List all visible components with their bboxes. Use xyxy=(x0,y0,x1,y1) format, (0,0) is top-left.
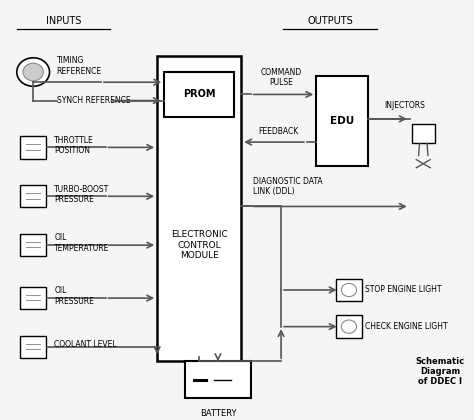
Text: FEEDBACK: FEEDBACK xyxy=(259,127,299,136)
Text: COMMAND
PULSE: COMMAND PULSE xyxy=(261,68,302,87)
Bar xyxy=(164,72,234,117)
Circle shape xyxy=(341,284,356,297)
Bar xyxy=(412,124,435,143)
Text: EDU: EDU xyxy=(330,116,354,126)
Text: COOLANT LEVEL: COOLANT LEVEL xyxy=(54,341,117,349)
Text: Schematic
Diagram
of DDEC I: Schematic Diagram of DDEC I xyxy=(416,357,465,386)
Circle shape xyxy=(23,63,43,81)
Bar xyxy=(316,76,368,166)
Text: TURBO-BOOST
PRESSURE: TURBO-BOOST PRESSURE xyxy=(54,184,109,204)
Text: INJECTORS: INJECTORS xyxy=(384,101,426,110)
Bar xyxy=(20,234,46,256)
Text: STOP ENGINE LIGHT: STOP ENGINE LIGHT xyxy=(365,286,442,294)
Text: TIMING
REFERENCE: TIMING REFERENCE xyxy=(56,56,102,76)
Bar xyxy=(20,336,46,358)
Bar xyxy=(157,56,241,361)
Text: OIL
PRESSURE: OIL PRESSURE xyxy=(54,286,94,306)
Bar xyxy=(20,136,46,159)
Text: DIAGNOSTIC DATA
LINK (DDL): DIAGNOSTIC DATA LINK (DDL) xyxy=(253,177,323,196)
Text: CHECK ENGINE LIGHT: CHECK ENGINE LIGHT xyxy=(365,322,448,331)
Bar xyxy=(185,361,251,398)
Circle shape xyxy=(17,58,50,86)
Bar xyxy=(20,185,46,207)
Text: THROTTLE
POSITION: THROTTLE POSITION xyxy=(54,136,94,155)
Text: BATTERY: BATTERY xyxy=(200,409,236,418)
Bar xyxy=(336,278,362,302)
Text: OIL
TEMPERATURE: OIL TEMPERATURE xyxy=(54,234,109,253)
Text: INPUTS: INPUTS xyxy=(46,16,81,26)
Bar xyxy=(336,315,362,338)
Text: OUTPUTS: OUTPUTS xyxy=(307,16,353,26)
Circle shape xyxy=(341,320,356,333)
Bar xyxy=(20,287,46,309)
Text: ELECTRONIC
CONTROL
MODULE: ELECTRONIC CONTROL MODULE xyxy=(171,230,228,260)
Text: PROM: PROM xyxy=(183,89,216,100)
Text: SYNCH REFERENCE: SYNCH REFERENCE xyxy=(56,96,130,105)
